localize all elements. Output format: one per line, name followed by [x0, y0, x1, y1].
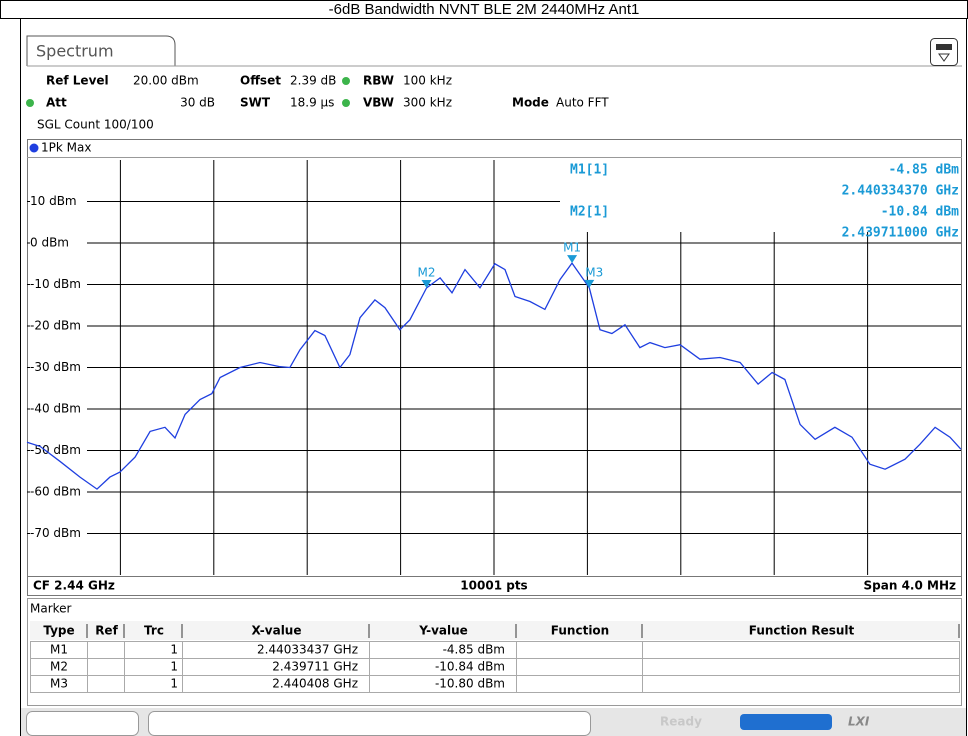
marker-panel-title: Marker: [30, 602, 72, 616]
column-header: Function Result: [749, 624, 855, 638]
marker-info-label: M2[1]: [570, 205, 609, 220]
lxi-logo: LXI: [848, 715, 870, 729]
status-text: Ready: [660, 715, 702, 729]
y-tick-label: 10 dBm: [30, 194, 77, 208]
status-field: [26, 711, 139, 736]
setting-value: 30 dB: [180, 96, 215, 110]
setting-label: VBW: [363, 96, 394, 110]
menu-icon-bar: [936, 44, 952, 50]
marker-info-level: -4.85 dBm: [889, 163, 960, 178]
y-tick-label: -70 dBm: [30, 526, 81, 540]
trace: [26, 261, 962, 490]
setting-value: 100 kHz: [403, 74, 452, 88]
marker-info-label: M1[1]: [570, 163, 609, 178]
cell: -10.80 dBm: [435, 677, 505, 691]
y-tick-label: -10 dBm: [30, 277, 81, 291]
marker-label: M1: [563, 241, 581, 255]
setting-label: Att: [46, 96, 67, 110]
tab-label: Spectrum: [36, 42, 114, 61]
column-header: Trc: [144, 624, 164, 638]
sweep-points: 10001 pts: [460, 579, 527, 593]
y-tick-label: -60 dBm: [30, 485, 81, 499]
setting-value: 18.9 µs: [290, 96, 334, 110]
setting-label: Mode: [512, 96, 549, 110]
marker-info-frequency: 2.440334370 GHz: [842, 184, 959, 199]
marker: [567, 255, 578, 264]
y-tick-label: -30 dBm: [30, 360, 81, 374]
cell: 2.44033437 GHz: [257, 643, 358, 657]
setting-value: 20.00 dBm: [133, 74, 199, 88]
table-header-bg: [30, 621, 960, 640]
span: Span 4.0 MHz: [864, 579, 956, 593]
setting-value: 2.39 dB: [290, 74, 336, 88]
cell: 1: [170, 643, 178, 657]
marker-info-box: [560, 160, 961, 232]
spectrum-tab[interactable]: [26, 35, 176, 66]
y-tick-label: -50 dBm: [30, 443, 81, 457]
status-field: [148, 711, 591, 736]
cell: -10.84 dBm: [435, 660, 505, 674]
progress-bar: [740, 714, 832, 730]
setting-label: Ref Level: [46, 74, 109, 88]
marker-info-level: -10.84 dBm: [881, 205, 959, 220]
cell: 2.439711 GHz: [272, 660, 358, 674]
center-frequency: CF 2.44 GHz: [33, 579, 115, 593]
setting-label: RBW: [363, 74, 394, 88]
marker-info-frequency: 2.439711000 GHz: [842, 226, 959, 241]
y-tick-label: -40 dBm: [30, 402, 81, 416]
trace-dot: [29, 143, 39, 153]
marker: [584, 279, 595, 288]
status-dot: [342, 77, 350, 85]
setting-label: Offset: [240, 74, 281, 88]
cell: M3: [50, 677, 68, 691]
sweep-count: SGL Count 100/100: [37, 118, 154, 132]
plot: 10 dBm 0 dBm -10 dBm -20 dBm -30 dBm -40 dBm -…: [26, 160, 962, 575]
column-header: X-value: [252, 624, 302, 638]
cell: M2: [50, 660, 68, 674]
cell: M1: [50, 643, 68, 657]
column-header: Type: [43, 624, 74, 638]
column-header: Ref: [95, 624, 118, 638]
marker-label: M2: [418, 265, 436, 279]
marker: [421, 279, 432, 288]
cell: -4.85 dBm: [443, 643, 505, 657]
marker-label: M3: [585, 265, 603, 279]
y-tick-label: -20 dBm: [30, 319, 81, 333]
column-header: Function: [551, 624, 609, 638]
status-dot: [26, 99, 34, 107]
trace-label: 1Pk Max: [41, 141, 91, 155]
setting-label: SWT: [240, 96, 271, 110]
cell: 2.440408 GHz: [272, 677, 358, 691]
marker-table: Type Ref Trc X-value Y-value Function Function…: [30, 621, 960, 693]
cell: 1: [170, 677, 178, 691]
y-tick-label: 0 dBm: [30, 236, 69, 250]
table-row: [30, 675, 960, 693]
column-header: Y-value: [418, 624, 468, 638]
setting-value: Auto FFT: [556, 96, 609, 110]
cell: 1: [170, 660, 178, 674]
menu-icon-arrow: [938, 53, 950, 62]
setting-value: 300 kHz: [403, 96, 452, 110]
title: -6dB Bandwidth NVNT BLE 2M 2440MHz Ant1: [329, 1, 640, 18]
status-dot: [342, 99, 350, 107]
